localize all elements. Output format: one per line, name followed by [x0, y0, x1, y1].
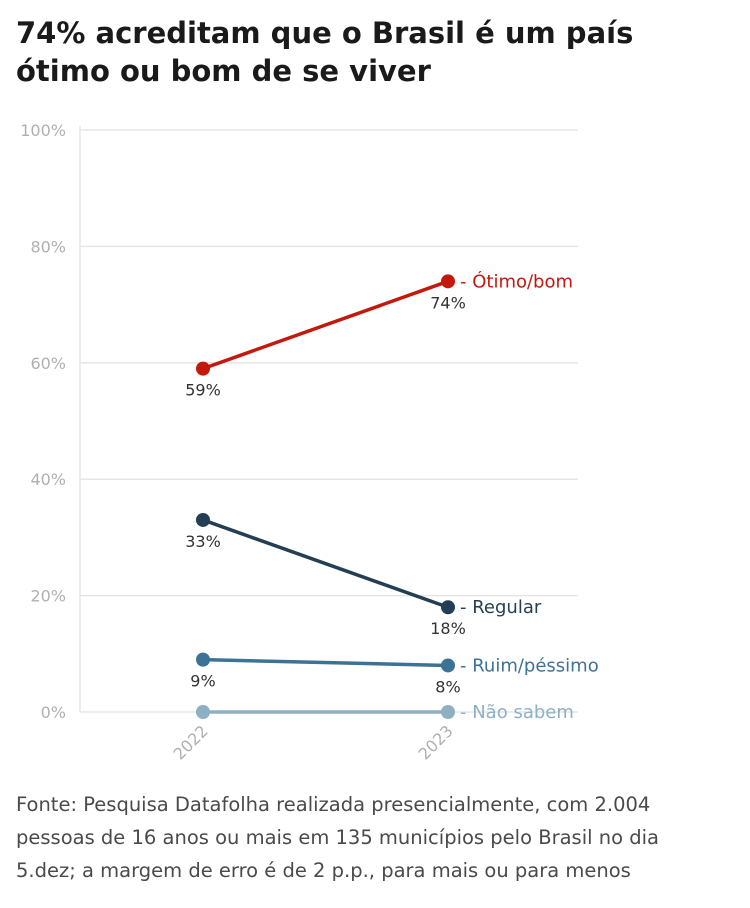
data-point	[441, 705, 455, 719]
series-label: - Ruim/péssimo	[460, 655, 599, 676]
y-tick-label: 40%	[30, 470, 66, 489]
y-tick-label: 60%	[30, 354, 66, 373]
series--timo-bom: 59% 74%- Ótimo/bom	[185, 270, 573, 399]
data-point	[196, 705, 210, 719]
series-regular: 33% 18%- Regular	[185, 512, 542, 638]
series-ruim-p-ssimo: 9% 8%- Ruim/péssimo	[190, 652, 599, 696]
x-tick-label: 2023	[415, 721, 457, 763]
line-chart: 0% 20% 40% 60% 80% 100% 2022 2023 59% 74%- Ótim…	[20, 121, 599, 764]
series-line	[201, 279, 450, 371]
data-label: 59%	[185, 381, 221, 400]
data-label: 9%	[190, 672, 215, 691]
y-tick-label: 80%	[30, 237, 66, 256]
data-label: 18%	[430, 619, 466, 638]
x-tick-label: 2022	[170, 721, 212, 763]
series-line	[201, 657, 450, 668]
y-axis: 0% 20% 40% 60% 80% 100%	[20, 121, 66, 722]
series-label: - Ótimo/bom	[460, 270, 573, 292]
source-note: Fonte: Pesquisa Datafolha realizada pres…	[16, 793, 659, 882]
data-label: 8%	[435, 677, 460, 696]
series-n-o-sabem: - Não sabem	[196, 702, 574, 723]
data-label: 74%	[430, 293, 466, 312]
x-axis: 2022 2023	[170, 721, 457, 763]
data-point	[196, 512, 210, 527]
series-line	[201, 518, 450, 609]
data-label: 33%	[185, 532, 221, 551]
series-group: 59% 74%- Ótimo/bom 33% 18%- Regular 9% 8%- Ru…	[185, 270, 599, 723]
data-point	[441, 658, 455, 673]
data-point	[196, 652, 210, 667]
y-tick-label: 20%	[30, 587, 66, 606]
y-tick-label: 0%	[41, 703, 66, 722]
grid	[79, 126, 578, 713]
data-point	[441, 600, 455, 615]
data-point	[441, 274, 455, 289]
chart-title: 74% acreditam que o Brasil é um país óti…	[16, 16, 634, 88]
series-label: - Não sabem	[460, 702, 574, 723]
data-point	[196, 361, 210, 376]
series-label: - Regular	[460, 597, 542, 618]
y-tick-label: 100%	[20, 121, 66, 140]
